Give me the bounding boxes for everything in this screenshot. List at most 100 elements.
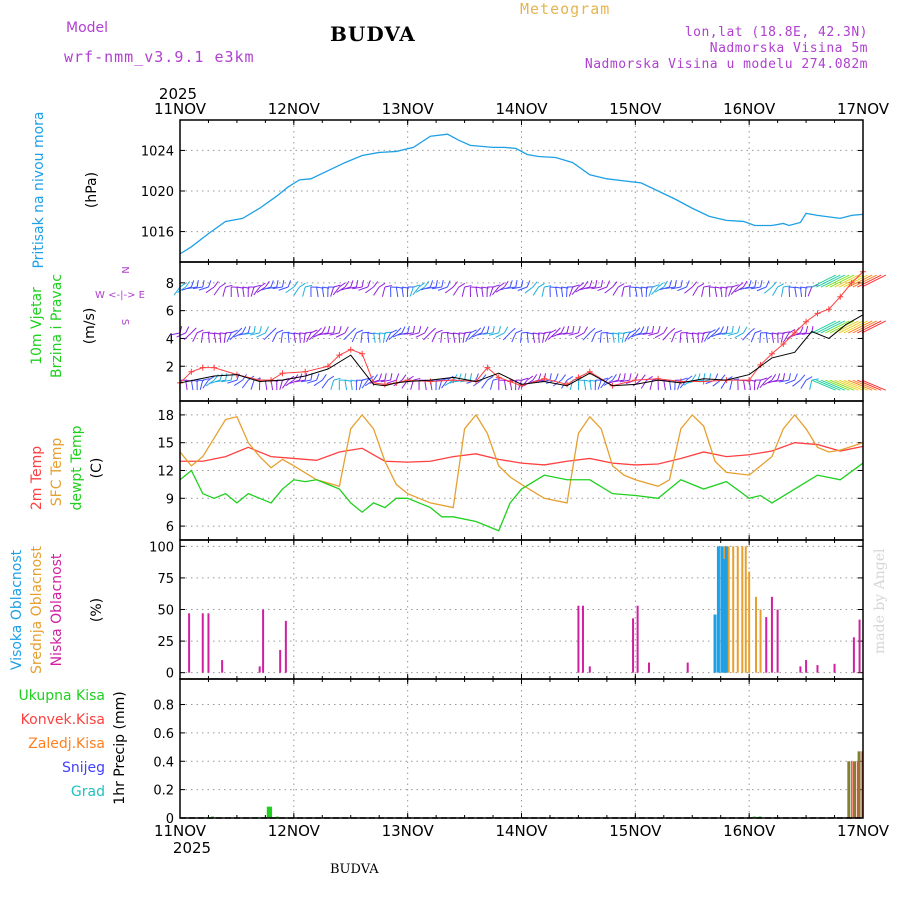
wind-barb [263, 332, 272, 341]
wind-barb [196, 329, 204, 334]
low-cloud-bar [588, 666, 591, 673]
wind-barb [820, 274, 846, 288]
wind-barb [385, 332, 392, 343]
wind-barb [430, 327, 436, 334]
y-tick-label: 1020 [141, 185, 174, 200]
wind-barb [591, 286, 602, 290]
wind-barb [247, 325, 251, 334]
wind-barb [330, 286, 335, 297]
wind-barb [706, 332, 716, 340]
wind-barb [589, 380, 592, 391]
wind-barb [782, 373, 786, 381]
wind-barb [198, 286, 209, 291]
gust-marker [655, 375, 662, 382]
wind-barb [205, 379, 215, 387]
wind-barb [852, 274, 877, 288]
total-precip-label: Ukupna Kisa [18, 688, 105, 704]
wind-barb [670, 332, 676, 343]
wind-barb [737, 326, 741, 334]
conv-precip-label: Konvek.Kisa [21, 712, 105, 728]
meteogram-label: Meteogram [520, 0, 611, 18]
wind-barb [380, 379, 391, 383]
wind-barb [424, 380, 427, 391]
wind-barb [743, 280, 748, 288]
sfc-temp-title: SFC Temp [49, 438, 65, 507]
mid-cloud-bar [748, 571, 751, 673]
wind-barb [572, 325, 575, 333]
wind-barb [323, 332, 334, 335]
wind-title: 10m Vjetar [29, 287, 45, 365]
wind-barb [272, 286, 283, 290]
wind-barb [511, 332, 517, 343]
gust-marker [837, 293, 844, 300]
wind-barb [316, 327, 322, 334]
wind-barb [410, 380, 414, 390]
wind-barb [447, 280, 451, 288]
panel-frame [179, 678, 864, 819]
wind-barb [219, 332, 222, 343]
wind-subtitle: Brzina i Pravac [49, 274, 65, 378]
wind-barb [526, 375, 534, 381]
wind-barb [464, 285, 472, 288]
wind-barb [580, 286, 590, 291]
wind-barb [571, 286, 579, 296]
wind-barb [771, 332, 775, 343]
wind-barb [714, 327, 721, 334]
top-date-label: 11NOV [154, 100, 207, 118]
wind-barb [365, 286, 374, 294]
wind-barb [692, 286, 699, 296]
wind-barb [809, 380, 813, 391]
wind-barb [794, 286, 797, 297]
bottom-date-label: 11NOV [154, 822, 207, 840]
wind-barb [264, 280, 270, 288]
wind-barb [179, 282, 187, 288]
top-year-label: 2025 [159, 85, 197, 103]
low-cloud-bar [816, 665, 819, 673]
wind-barb [373, 281, 379, 288]
wind-barb [256, 332, 266, 338]
wind-barb [594, 280, 598, 288]
wind-barb [825, 274, 850, 288]
wind-barb [608, 379, 619, 384]
wind-barb [811, 320, 836, 334]
wind-barb [409, 286, 414, 297]
wind-barb [176, 332, 186, 338]
wind-barb [684, 286, 693, 294]
wind-barb [763, 286, 773, 294]
wind-barb [338, 325, 342, 334]
wind-barb [486, 325, 490, 334]
wind-barb [441, 379, 448, 389]
wind-barb [583, 280, 589, 288]
wind-barb [857, 379, 882, 391]
wind-barb [253, 286, 261, 296]
wind-barb [714, 286, 718, 297]
wind-barb [861, 274, 887, 288]
wind-barb [378, 373, 383, 381]
cloud-unit: (%) [89, 598, 105, 622]
gust-marker [814, 310, 821, 317]
wind-barb [569, 380, 574, 390]
wind-barb [492, 286, 500, 296]
wind-barb [759, 332, 762, 343]
wind-barb [173, 286, 181, 296]
wind-barb [566, 325, 570, 334]
wind-barb [505, 286, 516, 290]
wind-barb [384, 373, 387, 381]
wind-barb [199, 380, 204, 390]
wind-barb [634, 327, 641, 334]
wind-barb [720, 374, 726, 381]
wind-barb [418, 282, 425, 288]
wind-barb [397, 332, 408, 336]
wind-barb [361, 379, 369, 389]
wind-barb [264, 380, 268, 391]
wind-barb [356, 329, 364, 334]
wind-barb [477, 332, 488, 336]
wind-barb [760, 280, 763, 288]
wind-barb [378, 332, 381, 343]
pressure-unit: (hPa) [84, 172, 100, 208]
wind-barb [177, 286, 186, 294]
wind-barb [205, 286, 215, 294]
wind-barb [779, 379, 790, 383]
wind-barb [293, 286, 300, 296]
wind-barb [261, 286, 272, 291]
